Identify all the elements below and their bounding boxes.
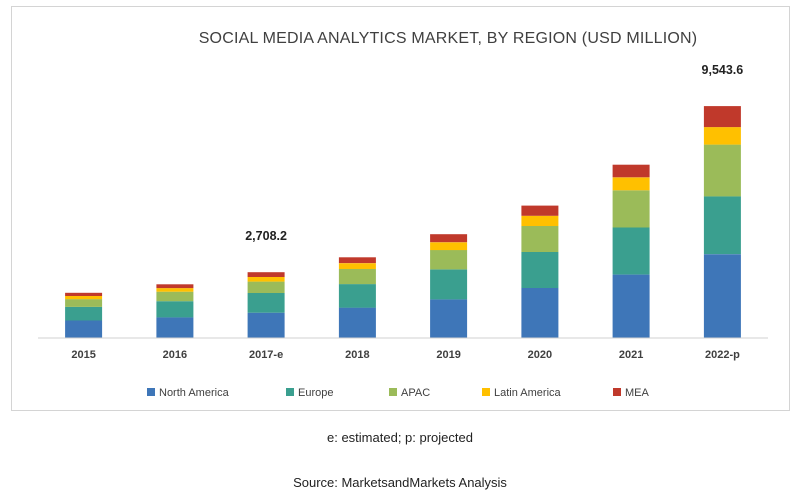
- bar-segment-apac-2017-e: [247, 281, 285, 293]
- legend: North America Europe APAC Latin America MEA: [147, 387, 650, 399]
- legend-label-apac: APAC: [401, 387, 430, 399]
- bar-segment-north-america-2017-e: [247, 312, 285, 338]
- legend-swatch-latin-america: [482, 388, 490, 396]
- bar-segment-europe-2020: [521, 252, 559, 288]
- legend-label-north-america: North America: [159, 387, 230, 399]
- data-label-total: 2,708.2: [245, 229, 287, 243]
- legend-swatch-apac: [389, 388, 397, 396]
- bar-segment-europe-2019: [430, 269, 468, 300]
- x-tick-label: 2022-p: [705, 349, 740, 361]
- bar-segment-north-america-2015: [65, 320, 103, 338]
- bar-segment-latin-america-2018: [338, 263, 376, 269]
- stacked-bar-chart: SOCIAL MEDIA ANALYTICS MARKET, BY REGION…: [38, 30, 768, 399]
- bar-segment-latin-america-2019: [430, 242, 468, 251]
- legend-swatch-europe: [286, 388, 294, 396]
- bar-segment-mea-2016: [156, 284, 194, 289]
- bar-segment-north-america-2018: [338, 307, 376, 338]
- bar-segment-north-america-2019: [430, 299, 468, 338]
- legend-label-latin-america: Latin America: [494, 387, 562, 399]
- bar-segment-europe-2017-e: [247, 293, 285, 313]
- bar-segment-mea-2020: [521, 205, 559, 216]
- legend-swatch-mea: [613, 388, 621, 396]
- bar-segment-europe-2016: [156, 301, 194, 318]
- data-label-total: 9,543.6: [702, 63, 744, 77]
- bar-segment-north-america-2022-p: [703, 254, 741, 338]
- bar-segment-mea-2019: [430, 234, 468, 243]
- bar-segment-europe-2022-p: [703, 196, 741, 255]
- bar-segment-latin-america-2016: [156, 288, 194, 292]
- bar-segment-apac-2018: [338, 269, 376, 285]
- bars-group: [65, 106, 741, 338]
- x-tick-label: 2021: [619, 349, 643, 361]
- footnote: e: estimated; p: projected: [327, 430, 473, 445]
- bar-segment-latin-america-2020: [521, 215, 559, 226]
- x-tick-label: 2016: [163, 349, 187, 361]
- x-tick-labels: 2015 2016 2017-e 2018 2019 2020 2021 2022-p: [71, 349, 740, 361]
- bar-segment-europe-2018: [338, 284, 376, 308]
- x-tick-label: 2019: [436, 349, 460, 361]
- bar-segment-latin-america-2017-e: [247, 277, 285, 282]
- bar-segment-north-america-2021: [612, 274, 650, 338]
- bar-segment-mea-2021: [612, 164, 650, 178]
- chart-title: SOCIAL MEDIA ANALYTICS MARKET, BY REGION…: [199, 30, 698, 47]
- bar-segment-mea-2018: [338, 257, 376, 264]
- bar-segment-europe-2015: [65, 306, 103, 321]
- bar-segment-apac-2021: [612, 190, 650, 228]
- legend-swatch-north-america: [147, 388, 155, 396]
- bar-segment-latin-america-2022-p: [703, 127, 741, 145]
- bar-segment-europe-2021: [612, 227, 650, 275]
- x-tick-label: 2020: [528, 349, 552, 361]
- bar-segment-latin-america-2015: [65, 296, 103, 300]
- source-note: Source: MarketsandMarkets Analysis: [293, 475, 507, 490]
- bar-segment-apac-2019: [430, 250, 468, 270]
- data-labels: 2,708.2 9,543.6: [245, 63, 743, 243]
- bar-segment-apac-2022-p: [703, 144, 741, 197]
- chart-frame: [11, 6, 790, 411]
- x-tick-label: 2018: [345, 349, 369, 361]
- bar-segment-latin-america-2021: [612, 177, 650, 191]
- bar-segment-apac-2020: [521, 226, 559, 252]
- legend-label-europe: Europe: [298, 387, 333, 399]
- bar-segment-apac-2015: [65, 299, 103, 307]
- bar-segment-mea-2015: [65, 292, 103, 296]
- bar-segment-north-america-2016: [156, 317, 194, 338]
- x-tick-label: 2015: [71, 349, 95, 361]
- bar-segment-mea-2017-e: [247, 272, 285, 277]
- bar-segment-north-america-2020: [521, 287, 559, 338]
- bar-segment-apac-2016: [156, 291, 194, 302]
- bar-segment-mea-2022-p: [703, 106, 741, 128]
- legend-label-mea: MEA: [625, 387, 650, 399]
- x-tick-label: 2017-e: [249, 349, 283, 361]
